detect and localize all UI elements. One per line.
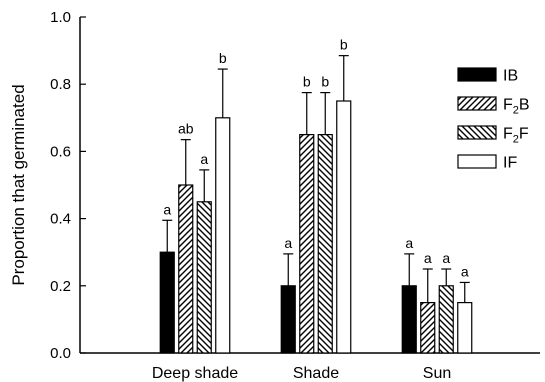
bar bbox=[196, 201, 212, 354]
legend-swatch bbox=[457, 67, 497, 82]
y-tick-label: 1.0 bbox=[50, 9, 71, 26]
bar bbox=[438, 285, 454, 354]
significance-letter: a bbox=[405, 235, 413, 251]
y-tick-label: 0.4 bbox=[50, 211, 71, 228]
significance-letter: ab bbox=[178, 121, 194, 137]
legend-swatch bbox=[457, 154, 497, 169]
significance-letter: a bbox=[442, 250, 450, 266]
legend-swatch bbox=[457, 125, 497, 140]
significance-letter: a bbox=[163, 201, 171, 217]
significance-letter: a bbox=[200, 151, 208, 167]
category-label: Deep shade bbox=[152, 365, 238, 382]
legend-label: F2B bbox=[503, 97, 530, 117]
bar bbox=[215, 117, 231, 354]
significance-letter: b bbox=[340, 37, 348, 53]
y-tick-label: 0.2 bbox=[50, 278, 71, 295]
significance-letter: a bbox=[424, 250, 432, 266]
axes: 0.0 0.2 0.4 0.6 0.8 1.0 Proportion that germin… bbox=[9, 9, 540, 382]
bar bbox=[178, 184, 194, 354]
y-tick-label: 0.6 bbox=[50, 143, 71, 160]
significance-letter: b bbox=[321, 74, 329, 90]
bar bbox=[420, 302, 436, 354]
significance-letter: a bbox=[461, 263, 469, 279]
category-label: Shade bbox=[293, 365, 339, 382]
legend: IB F2B F2F IF bbox=[457, 67, 530, 172]
bar bbox=[401, 285, 417, 354]
bar bbox=[159, 251, 175, 354]
legend-label: F2F bbox=[503, 126, 529, 146]
category-label: Sun bbox=[423, 365, 451, 382]
bar bbox=[280, 285, 296, 354]
bar bbox=[336, 100, 352, 354]
legend-label: IB bbox=[503, 68, 518, 85]
y-tick-label: 0.8 bbox=[50, 76, 71, 93]
significance-letter: b bbox=[303, 74, 311, 90]
significance-letter: a bbox=[284, 235, 292, 251]
bar bbox=[317, 134, 333, 354]
legend-label: IF bbox=[503, 155, 517, 172]
legend-swatch bbox=[457, 96, 497, 111]
y-axis-title: Proportion that germinated bbox=[9, 84, 28, 285]
y-tick-label: 0.0 bbox=[50, 345, 71, 362]
bar bbox=[457, 302, 473, 354]
bar bbox=[299, 134, 315, 354]
significance-letter: b bbox=[219, 50, 227, 66]
